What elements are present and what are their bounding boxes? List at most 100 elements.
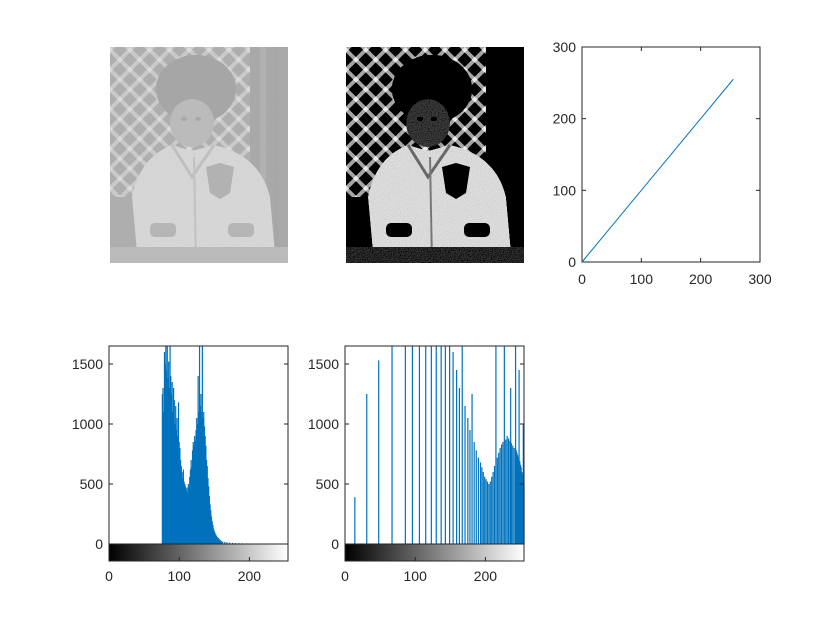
y-tick-label: 500 xyxy=(80,476,104,492)
histogram-bar xyxy=(189,476,191,544)
histogram-bar xyxy=(198,346,201,544)
histogram-bar xyxy=(191,450,194,544)
histogram-bar xyxy=(191,467,193,544)
histogram-bar xyxy=(209,504,211,544)
histogram-bar xyxy=(163,352,166,544)
histogram-bar xyxy=(215,534,217,544)
histogram-bar xyxy=(161,394,163,544)
grayscale-colorbar xyxy=(108,543,289,562)
histogram-bar xyxy=(492,472,494,544)
histogram-bar xyxy=(176,418,178,544)
y-tick-label: 200 xyxy=(553,111,577,127)
histogram-bar xyxy=(212,528,215,544)
histogram-bar xyxy=(208,486,210,544)
histogram-bar xyxy=(496,457,498,544)
histogram-bar xyxy=(444,346,446,544)
histogram-bar xyxy=(464,406,466,544)
histogram-bar xyxy=(518,370,520,544)
histogram-bar xyxy=(378,360,380,544)
histogram-bar xyxy=(435,346,437,544)
histogram-bar xyxy=(471,394,473,544)
histogram-bar xyxy=(484,476,486,544)
histogram-bar xyxy=(510,388,512,544)
histogram-bar xyxy=(219,539,221,544)
histogram-bar xyxy=(200,394,202,544)
histogram-bar xyxy=(188,486,190,544)
histogram-bar xyxy=(185,490,187,544)
histogram-bar xyxy=(216,536,218,544)
histogram-bar xyxy=(509,440,511,544)
original-image xyxy=(108,45,290,265)
histogram-bar xyxy=(222,541,224,544)
histogram-bar xyxy=(194,436,196,544)
histogram-bar xyxy=(201,346,203,544)
histogram-bar xyxy=(486,481,489,544)
histogram-bar xyxy=(517,457,519,544)
x-tick-label: 200 xyxy=(238,568,262,584)
histogram-bar xyxy=(203,426,206,544)
y-tick-label: 0 xyxy=(331,536,339,552)
histogram-bar xyxy=(198,412,200,544)
histogram-bar xyxy=(521,474,524,544)
histogram-bar xyxy=(493,466,496,544)
x-tick-label: 300 xyxy=(748,271,772,287)
histogram-bar xyxy=(502,442,504,544)
histogram-bar xyxy=(475,450,477,544)
histogram-bar xyxy=(521,472,523,544)
y-tick-label: 1500 xyxy=(72,356,103,372)
histogram-bar xyxy=(184,484,186,544)
histogram-bar xyxy=(210,510,212,544)
histogram-bar xyxy=(212,524,214,544)
histogram-bar xyxy=(207,478,209,544)
x-tick-label: 200 xyxy=(689,271,713,287)
histogram-bar xyxy=(162,388,164,544)
histogram-bar xyxy=(213,530,215,544)
histogram-bar xyxy=(505,439,507,544)
y-tick-label: 1000 xyxy=(72,416,103,432)
histogram-bar xyxy=(193,445,195,544)
histogram-bar xyxy=(177,436,179,544)
x-tick-label: 200 xyxy=(474,568,498,584)
histogram-bar xyxy=(498,452,500,544)
histogram-bar xyxy=(467,418,469,544)
histogram-bar xyxy=(516,452,518,544)
histogram-bar xyxy=(220,541,222,544)
histogram-bar xyxy=(183,481,185,544)
histogram-bar xyxy=(491,476,493,544)
histogram-bar xyxy=(366,394,368,544)
histogram-bar xyxy=(411,346,413,544)
histogram-bar xyxy=(430,346,432,544)
histogram-bar xyxy=(166,346,168,544)
x-tick-label: 100 xyxy=(630,271,654,287)
grayscale-colorbar xyxy=(344,543,525,562)
histogram-bar xyxy=(482,472,484,544)
x-tick-label: 0 xyxy=(341,568,349,584)
histogram-bar xyxy=(485,479,487,544)
histogram-bar xyxy=(520,467,522,544)
histogram-bar xyxy=(404,346,406,544)
histogram-bar xyxy=(165,346,167,544)
histogram-bar xyxy=(163,412,165,544)
histogram-bar xyxy=(513,448,515,544)
histogram-bar xyxy=(204,436,206,544)
histogram-bar xyxy=(196,424,199,544)
transform-curve-axes: 0 100 200 300 0 100 200 300 xyxy=(553,39,772,287)
y-tick-label: 100 xyxy=(553,182,577,198)
histogram-bar xyxy=(182,478,184,544)
histogram-bar xyxy=(354,497,356,544)
histogram-bar xyxy=(477,457,479,544)
histogram-bar xyxy=(190,460,192,544)
y-tick-label: 0 xyxy=(568,254,576,270)
histogram-bar xyxy=(500,444,503,544)
histogram-bar xyxy=(184,486,187,544)
histogram-bar xyxy=(503,346,505,544)
histogram-bar xyxy=(506,436,508,544)
histogram-bar xyxy=(164,364,166,544)
histogram-bar xyxy=(208,496,210,544)
histogram-bar xyxy=(194,440,196,544)
histogram-bar xyxy=(206,466,208,544)
histogram-bar xyxy=(179,448,181,544)
histogram-bar xyxy=(171,382,173,544)
histogram-bar xyxy=(203,412,205,544)
histogram-bar xyxy=(165,370,168,544)
